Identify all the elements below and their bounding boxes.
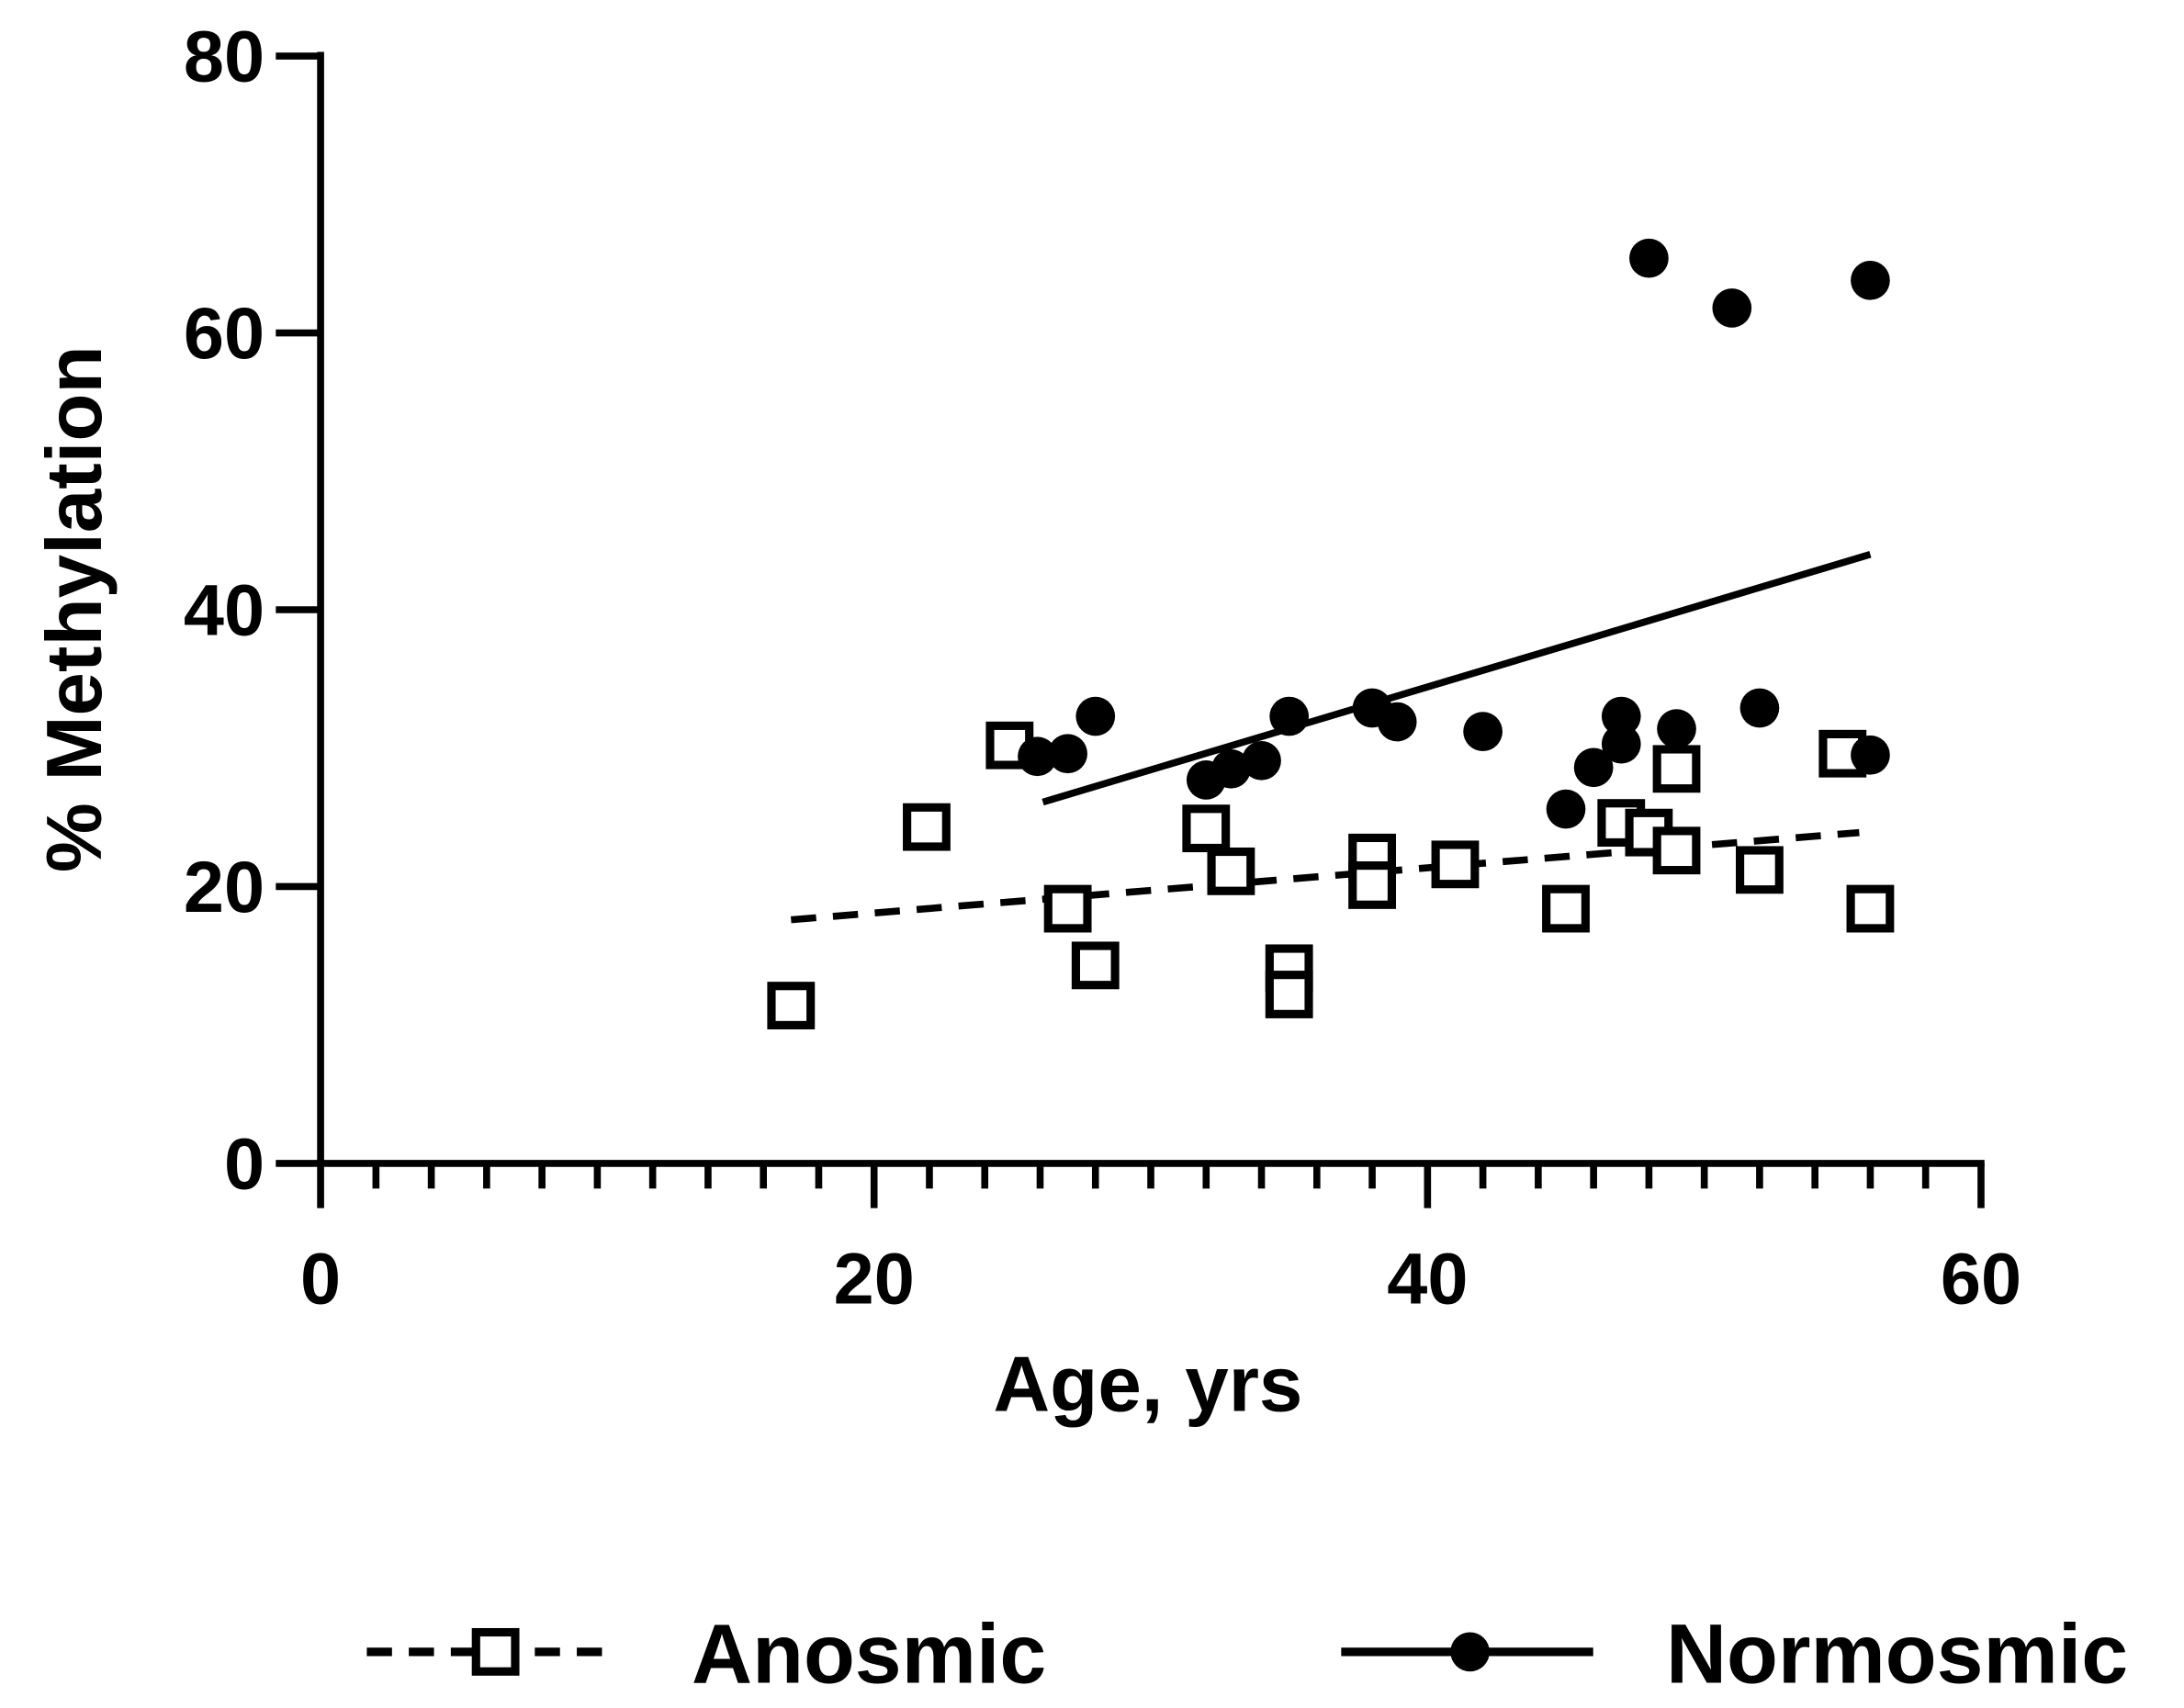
point: [1018, 736, 1057, 777]
point: [1712, 288, 1752, 328]
point: [1851, 735, 1890, 775]
point: [1463, 712, 1503, 751]
point: [1265, 971, 1313, 1018]
point: [1542, 884, 1590, 933]
point: [1071, 941, 1120, 990]
point: [1739, 688, 1780, 728]
legend-marker: [1450, 1632, 1490, 1672]
point: [1431, 840, 1480, 889]
point: [1269, 696, 1310, 736]
point: [1348, 861, 1396, 909]
point: [1846, 884, 1895, 933]
point: [1182, 804, 1231, 853]
point: [1601, 724, 1641, 764]
legend-label: Anosmic: [692, 1607, 1046, 1701]
point: [1242, 740, 1281, 781]
point: [1657, 709, 1696, 748]
legend-marker: [471, 1627, 520, 1676]
point: [1573, 747, 1614, 788]
point: [903, 803, 951, 851]
point: [1652, 745, 1701, 793]
point: [1043, 884, 1092, 933]
point: [1629, 238, 1669, 278]
y-tick-label: 60: [184, 292, 265, 374]
point: [1601, 696, 1641, 736]
point: [1048, 734, 1087, 774]
x-tick-label: 40: [1387, 1237, 1468, 1319]
x-tick-label: 20: [834, 1237, 915, 1319]
point: [1207, 847, 1255, 895]
point: [1211, 748, 1251, 789]
point: [1377, 702, 1417, 742]
x-axis-title: Age, yrs: [994, 1342, 1303, 1429]
y-tick-label: 40: [184, 568, 265, 650]
y-tick-label: 20: [184, 846, 265, 927]
point: [1652, 826, 1701, 875]
x-tick-label: 60: [1941, 1237, 2021, 1319]
y-tick-label: 0: [224, 1122, 265, 1204]
fit-line: [1041, 551, 1872, 806]
point: [1546, 789, 1586, 829]
point: [1075, 696, 1116, 736]
x-tick-label: 0: [300, 1237, 341, 1319]
point: [1851, 260, 1890, 300]
point: [1736, 846, 1784, 894]
legend-label: Normosmic: [1666, 1607, 2128, 1701]
y-axis-title: % Methylation: [31, 345, 118, 872]
y-tick-label: 80: [184, 16, 265, 97]
point: [767, 982, 816, 1029]
